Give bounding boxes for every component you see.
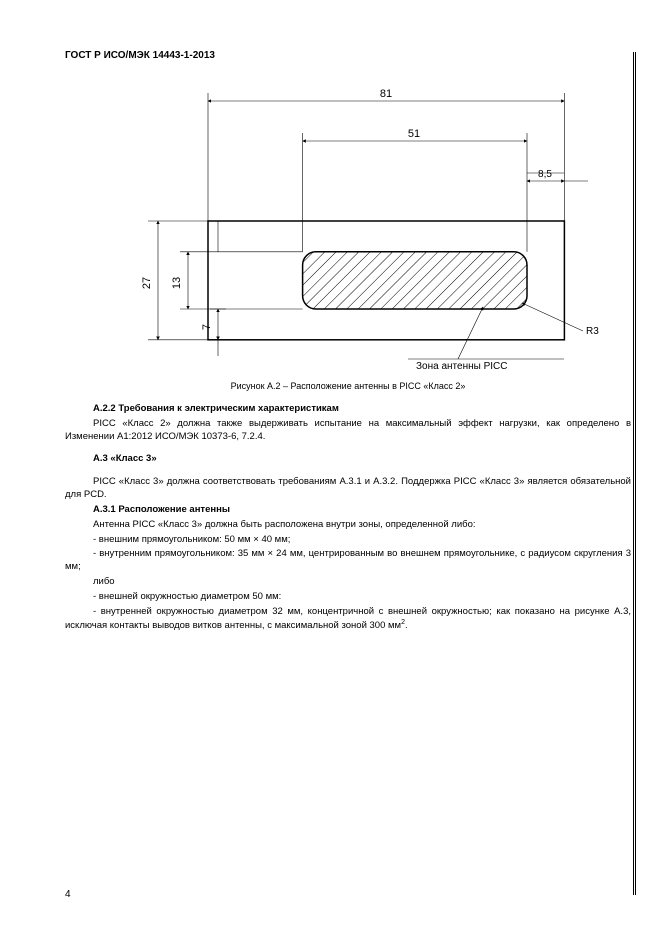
section-a31-b2: - внутренним прямоугольником: 35 мм × 24…	[65, 548, 631, 574]
a31-b4-post: .	[405, 621, 408, 632]
section-a31-b3: - внешней окружностью диаметром 50 мм:	[65, 591, 631, 604]
page-number: 4	[65, 889, 71, 900]
figure-svg: 81 51 8,5 27 13	[88, 81, 608, 371]
zone-label: Зона антенны PICC	[416, 361, 507, 371]
section-a22-p1: PICC «Класс 2» должна также выдерживать …	[65, 418, 631, 444]
dim-51: 51	[408, 128, 420, 140]
section-a31-b1: - внешним прямоугольником: 50 мм × 40 мм…	[65, 534, 631, 547]
dim-7: 7	[201, 324, 213, 330]
figure-caption: Рисунок А.2 – Расположение антенны в PIC…	[65, 381, 631, 391]
page: ГОСТ Р ИСО/МЭК 14443-1-2013	[0, 0, 661, 935]
section-a31-b4: - внутренней окружностью диаметром 32 мм…	[65, 606, 631, 634]
section-a3-title: А.3 «Класс 3»	[65, 453, 631, 466]
page-border-right	[633, 52, 636, 895]
figure-a2: 81 51 8,5 27 13	[88, 81, 608, 371]
section-a31-or: либо	[65, 576, 631, 589]
section-a3-p1: PICC «Класс 3» должна соответствовать тр…	[65, 476, 631, 502]
body-text: А.2.2 Требования к электрическим характе…	[65, 403, 631, 633]
dim-27: 27	[141, 277, 153, 289]
section-a31-p1: Антенна PICC «Класс 3» должна быть распо…	[65, 519, 631, 532]
dim-13: 13	[171, 277, 183, 289]
section-a31-title: А.3.1 Расположение антенны	[65, 504, 631, 517]
document-header: ГОСТ Р ИСО/МЭК 14443-1-2013	[65, 50, 631, 61]
section-a22-title: А.2.2 Требования к электрическим характе…	[65, 403, 631, 416]
dim-81: 81	[380, 88, 392, 100]
a31-b4-pre: - внутренней окружностью диаметром 32 мм…	[65, 606, 631, 632]
dim-85: 8,5	[538, 169, 552, 180]
radius-label: R3	[586, 326, 599, 337]
